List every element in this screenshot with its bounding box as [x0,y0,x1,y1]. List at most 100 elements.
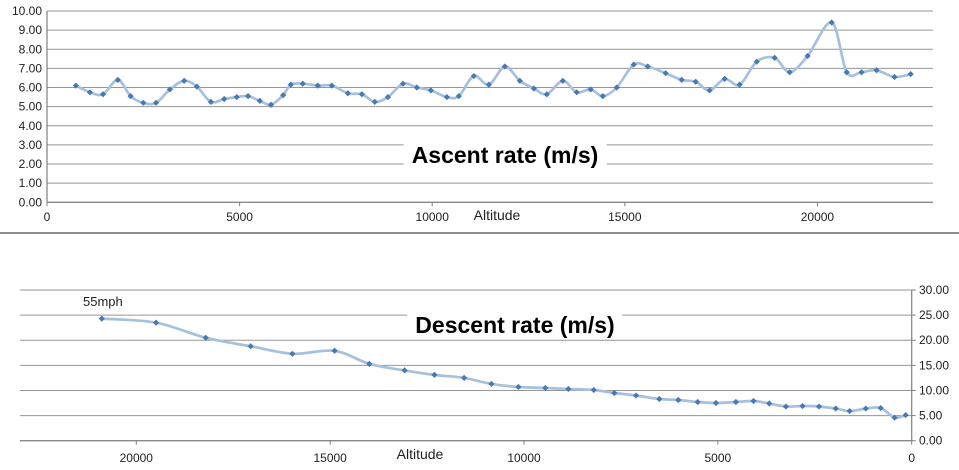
data-point-marker [611,389,618,397]
data-point-marker [152,99,160,106]
x-tick-label: 15000 [608,210,642,224]
data-point-marker [202,334,209,341]
y-tick-label: 10.00 [919,383,949,397]
data-point-marker [98,315,105,322]
descent-chart-title: Descent rate (m/s) [407,312,623,338]
data-point-marker [207,98,215,105]
data-point-marker [877,404,884,412]
data-point-marker [694,398,701,406]
data-point-marker [501,63,508,70]
data-point-marker [485,81,492,88]
data-point-marker [331,347,338,354]
data-point-marker [828,19,835,26]
data-point-marker [427,87,434,94]
y-tick-label: 2.00 [19,157,43,171]
data-point-marker [644,63,651,70]
data-point-marker [515,383,522,391]
x-tick-label: 20000 [120,451,154,465]
y-tick-label: 1.00 [19,176,43,190]
data-point-marker [328,82,335,89]
x-tick-label: 5000 [226,210,253,224]
data-point-marker [862,405,869,412]
data-point-marker [488,380,495,388]
data-point-marker [753,58,760,65]
data-point-marker [721,75,728,83]
data-point-marker [244,93,252,100]
data-point-marker [140,99,147,106]
data-point-marker [384,93,392,101]
data-point-marker [401,367,408,374]
data-point-marker [732,398,739,406]
data-point-marker [86,89,94,96]
data-point-marker [99,91,107,98]
x-tick-label: 0 [908,451,915,465]
data-point-marker [314,82,321,89]
data-point-marker [543,91,550,98]
y-tick-label: 3.00 [19,138,43,152]
data-point-marker [455,93,462,100]
data-point-marker [233,93,240,101]
data-point-marker [590,386,597,394]
y-tick-label: 8.00 [19,42,43,56]
data-point-marker [181,77,188,84]
data-point-marker [358,91,366,98]
data-point-marker [516,77,523,84]
data-point-marker [907,71,914,78]
y-tick-label: 9.00 [19,23,43,37]
y-tick-label: 4.00 [19,119,43,133]
x-tick-label: 10000 [507,451,541,465]
data-point-marker [443,93,450,101]
data-point-marker [873,67,880,74]
data-point-marker [371,98,378,105]
data-point-marker [399,80,407,87]
data-point-marker [675,396,682,404]
data-point-marker [891,73,898,81]
data-point-marker [736,81,743,88]
data-point-marker [902,411,909,419]
data-point-marker [461,374,468,382]
x-tick-label: 10000 [416,210,450,224]
data-point-marker [413,84,420,91]
data-point-marker [72,82,79,89]
data-point-marker [247,343,254,350]
y-tick-label: 6.00 [19,81,43,95]
y-tick-label: 30.00 [919,283,949,297]
data-point-marker [256,97,263,105]
data-point-marker [632,392,640,399]
data-point-marker [782,403,789,410]
data-point-marker [114,76,121,83]
data-point-marker [470,72,477,80]
chart-separator-line [0,232,959,234]
data-point-marker [843,69,850,76]
data-point-marker [766,400,773,407]
y-tick-label: 0.00 [919,434,943,448]
data-point-marker [750,397,757,405]
data-point-marker [166,86,173,93]
y-tick-label: 10.00 [12,4,42,18]
y-tick-label: 5.00 [919,409,943,423]
data-point-marker [678,76,685,83]
ascent-chart-title: Ascent rate (m/s) [403,142,607,168]
data-point-marker [431,371,438,378]
data-point-marker [193,83,200,90]
data-point-marker [815,403,823,410]
data-point-marker [366,360,373,367]
data-point-marker [706,87,713,94]
data-point-marker [152,319,160,326]
data-point-marker [846,407,853,415]
data-point-marker [599,93,606,100]
data-point-marker [267,101,275,108]
data-point-marker [344,90,351,97]
y-tick-label: 0.00 [19,195,43,209]
y-tick-label: 25.00 [919,308,949,322]
data-point-marker [565,385,572,393]
data-point-marker [662,70,669,77]
data-point-marker [299,80,306,87]
speed-annotation: 55mph [83,294,123,309]
y-tick-label: 7.00 [19,61,43,75]
x-tick-label: 5000 [705,451,732,465]
y-tick-label: 5.00 [19,100,43,114]
x-tick-label: 15000 [313,451,347,465]
data-point-marker [573,89,580,96]
